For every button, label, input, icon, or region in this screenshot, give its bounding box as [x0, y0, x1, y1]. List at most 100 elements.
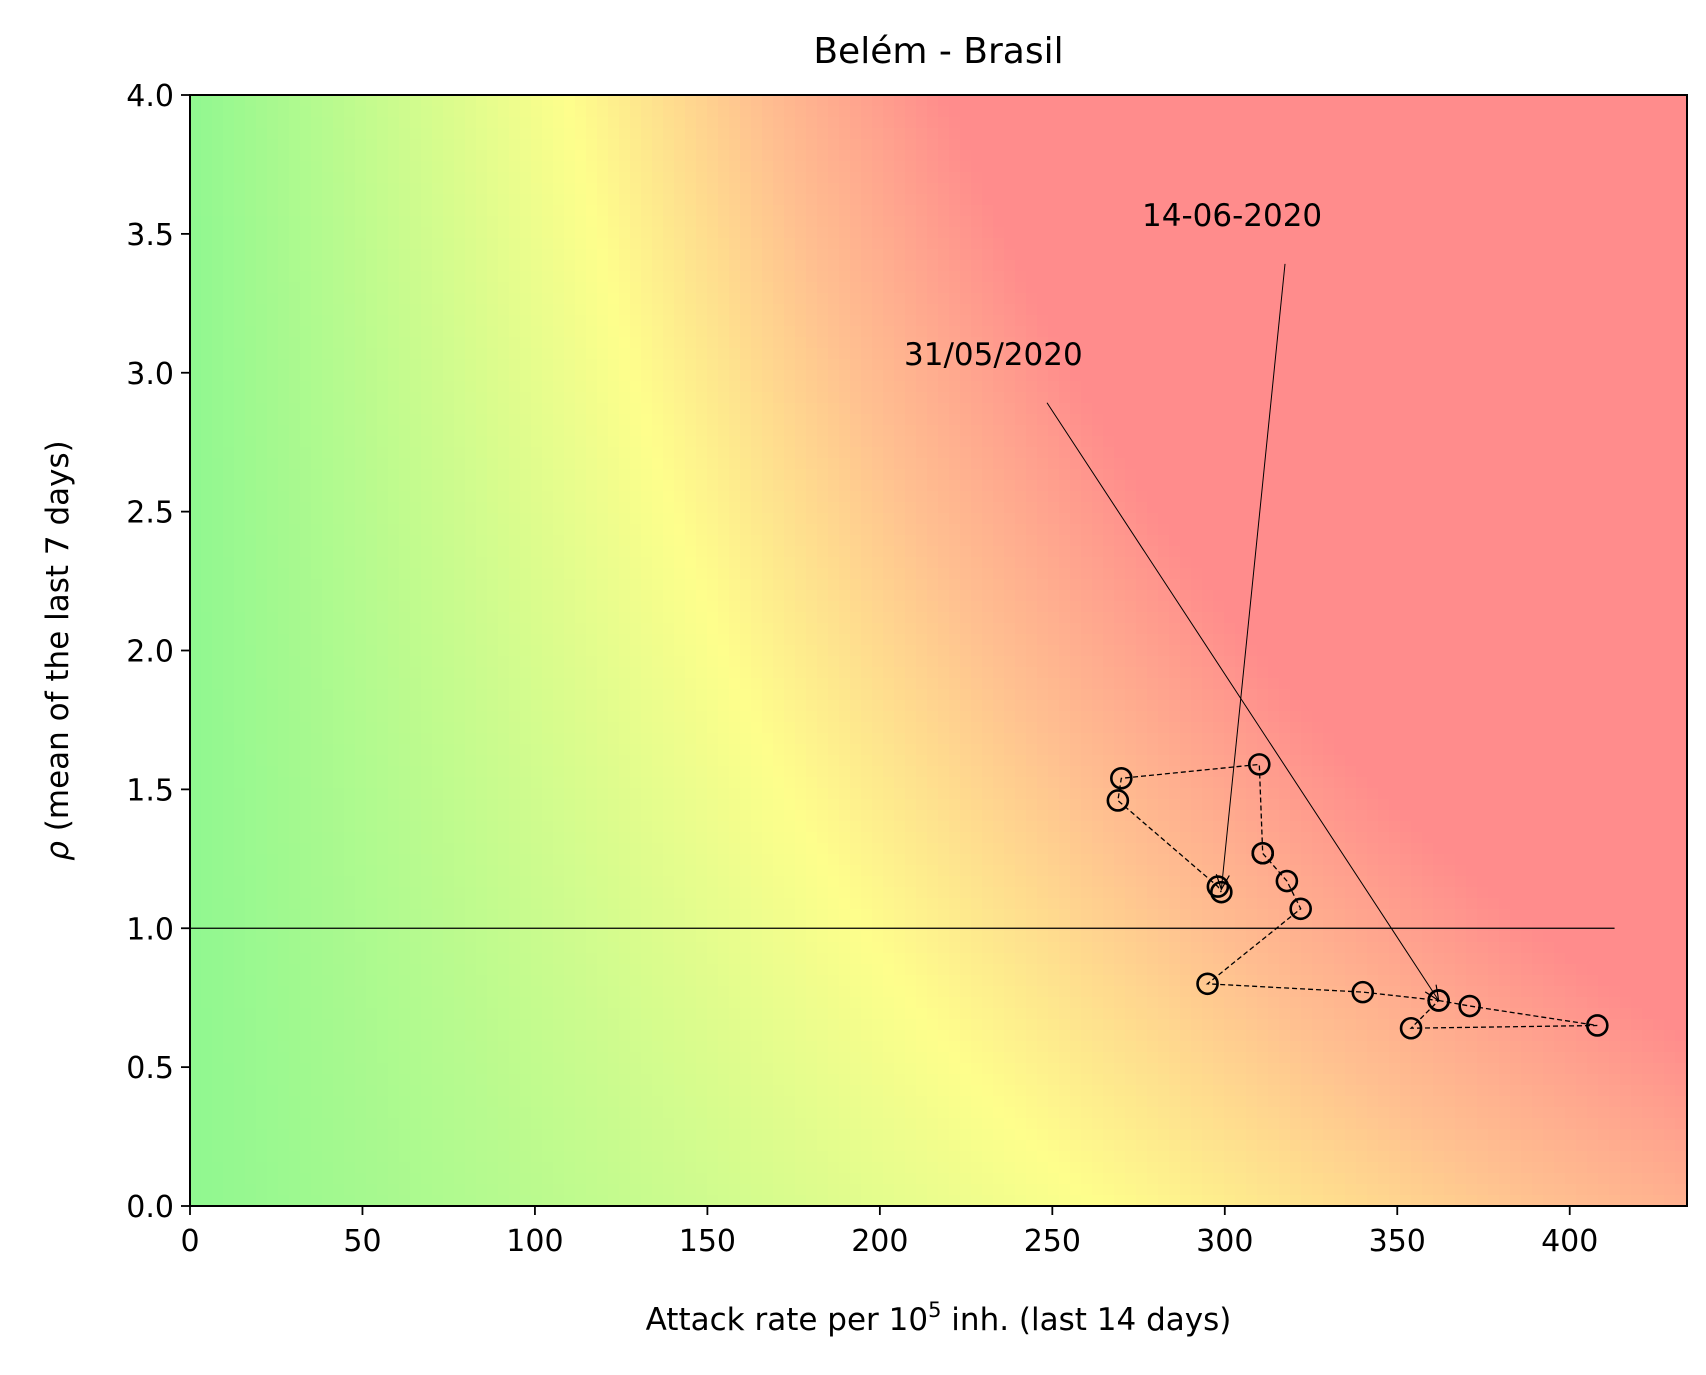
gradient-cell: [718, 95, 730, 107]
gradient-cell: [1147, 359, 1159, 371]
gradient-cell: [1125, 436, 1137, 448]
gradient-cell: [234, 238, 246, 250]
gradient-cell: [1444, 194, 1456, 206]
gradient-cell: [1081, 194, 1093, 206]
gradient-cell: [1246, 458, 1258, 470]
gradient-cell: [366, 161, 378, 173]
gradient-cell: [1290, 150, 1302, 162]
gradient-cell: [729, 293, 741, 305]
gradient-cell: [1609, 106, 1621, 118]
gradient-cell: [344, 128, 356, 140]
gradient-cell: [1235, 370, 1247, 382]
gradient-cell: [1477, 359, 1489, 371]
gradient-cell: [828, 458, 840, 470]
gradient-cell: [652, 381, 664, 393]
gradient-cell: [773, 183, 785, 195]
gradient-cell: [553, 381, 565, 393]
gradient-cell: [289, 139, 301, 151]
gradient-cell: [1378, 194, 1390, 206]
gradient-cell: [1301, 139, 1313, 151]
gradient-cell: [1257, 216, 1269, 228]
gradient-cell: [905, 469, 917, 481]
gradient-cell: [1026, 183, 1038, 195]
gradient-cell: [575, 205, 587, 217]
gradient-cell: [938, 117, 950, 129]
gradient-cell: [223, 447, 235, 459]
gradient-cell: [278, 458, 290, 470]
gradient-cell: [828, 304, 840, 316]
gradient-cell: [894, 271, 906, 283]
gradient-cell: [894, 326, 906, 338]
gradient-cell: [696, 436, 708, 448]
gradient-cell: [773, 359, 785, 371]
gradient-cell: [1279, 150, 1291, 162]
gradient-cell: [399, 326, 411, 338]
gradient-cell: [960, 161, 972, 173]
gradient-cell: [1477, 469, 1489, 481]
gradient-cell: [1136, 106, 1148, 118]
gradient-cell: [509, 480, 521, 492]
gradient-cell: [982, 315, 994, 327]
gradient-cell: [1103, 150, 1115, 162]
gradient-cell: [608, 326, 620, 338]
gradient-cell: [1136, 161, 1148, 173]
gradient-cell: [1422, 139, 1434, 151]
gradient-cell: [201, 238, 213, 250]
gradient-cell: [333, 117, 345, 129]
gradient-cell: [553, 469, 565, 481]
gradient-cell: [421, 370, 433, 382]
gradient-cell: [861, 315, 873, 327]
gradient-cell: [927, 150, 939, 162]
gradient-cell: [377, 436, 389, 448]
gradient-cell: [1323, 139, 1335, 151]
gradient-cell: [1345, 271, 1357, 283]
gradient-cell: [1334, 414, 1346, 426]
gradient-cell: [1664, 447, 1676, 459]
gradient-cell: [421, 414, 433, 426]
gradient-cell: [1532, 282, 1544, 294]
gradient-cell: [1433, 216, 1445, 228]
gradient-cell: [1609, 458, 1621, 470]
gradient-cell: [696, 392, 708, 404]
gradient-cell: [1378, 238, 1390, 250]
gradient-cell: [355, 381, 367, 393]
gradient-cell: [1576, 172, 1588, 184]
gradient-cell: [982, 469, 994, 481]
gradient-cell: [784, 183, 796, 195]
gradient-cell: [234, 161, 246, 173]
gradient-cell: [1136, 337, 1148, 349]
gradient-cell: [1235, 425, 1247, 437]
gradient-cell: [927, 95, 939, 107]
gradient-cell: [1499, 304, 1511, 316]
gradient-cell: [1411, 194, 1423, 206]
gradient-cell: [1301, 249, 1313, 261]
gradient-cell: [1004, 348, 1016, 360]
gradient-cell: [1059, 282, 1071, 294]
gradient-cell: [366, 469, 378, 481]
gradient-cell: [586, 172, 598, 184]
gradient-cell: [1026, 271, 1038, 283]
gradient-cell: [685, 491, 697, 503]
gradient-cell: [1268, 293, 1280, 305]
gradient-cell: [1279, 337, 1291, 349]
gradient-cell: [509, 172, 521, 184]
gradient-cell: [311, 304, 323, 316]
gradient-cell: [1631, 150, 1643, 162]
gradient-cell: [993, 172, 1005, 184]
gradient-cell: [905, 392, 917, 404]
gradient-cell: [289, 282, 301, 294]
gradient-cell: [388, 183, 400, 195]
gradient-cell: [883, 150, 895, 162]
gradient-cell: [784, 117, 796, 129]
gradient-cell: [1026, 315, 1038, 327]
gradient-cell: [828, 150, 840, 162]
gradient-cell: [1488, 447, 1500, 459]
gradient-cell: [1664, 425, 1676, 437]
gradient-cell: [377, 326, 389, 338]
gradient-cell: [322, 348, 334, 360]
gradient-cell: [498, 260, 510, 272]
gradient-cell: [982, 128, 994, 140]
gradient-cell: [1290, 403, 1302, 415]
gradient-cell: [432, 337, 444, 349]
gradient-cell: [1268, 260, 1280, 272]
